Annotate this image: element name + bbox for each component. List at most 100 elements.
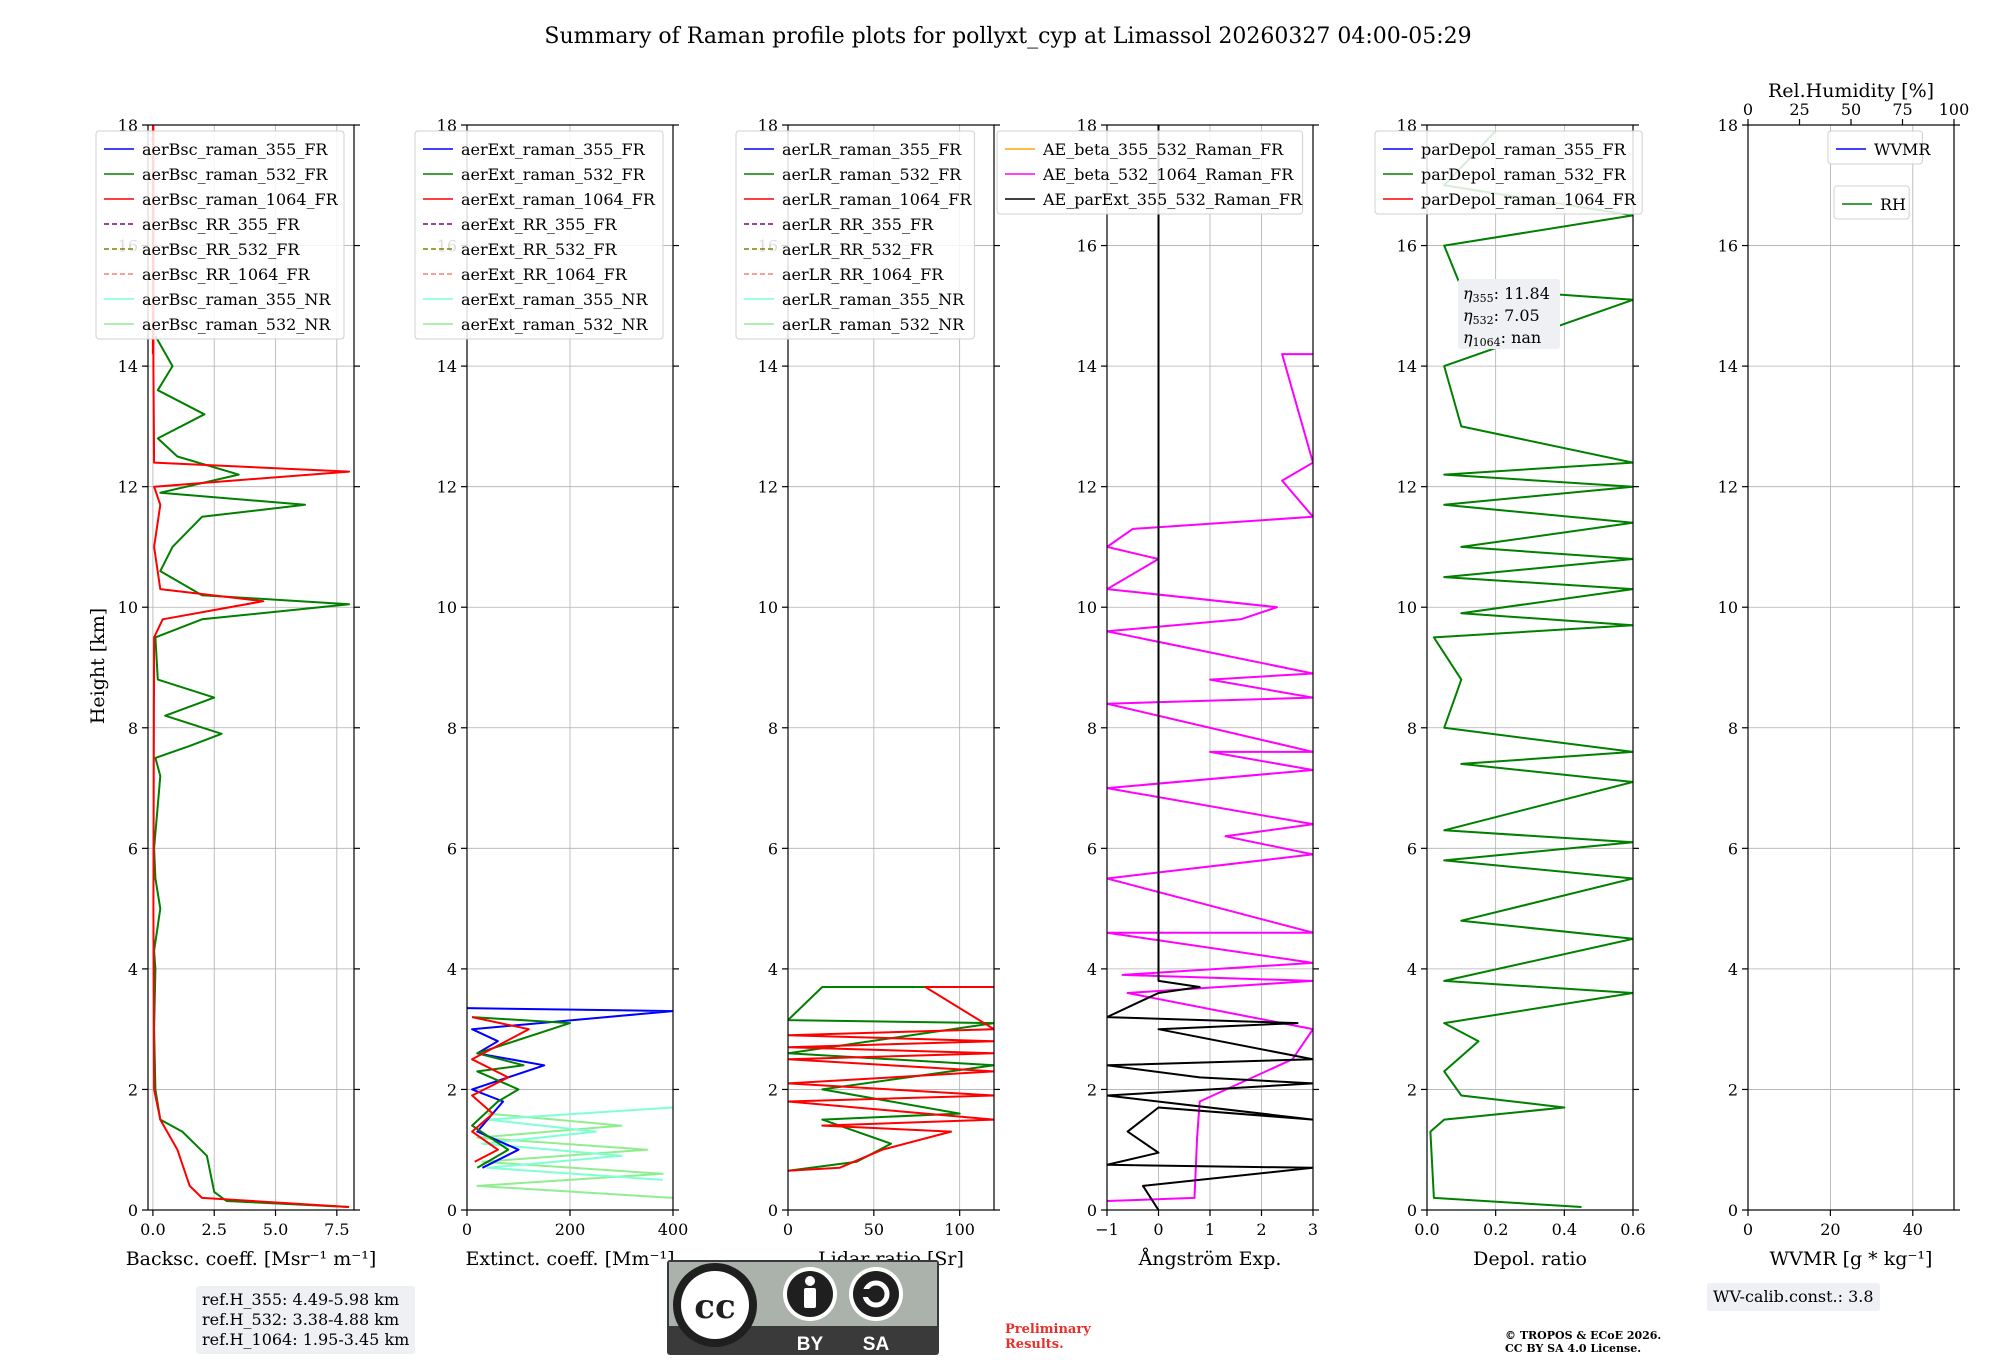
eta-box [1458, 279, 1560, 349]
x-tick-label: 3 [1308, 1220, 1318, 1239]
eta-355: η355: 11.84 [1463, 284, 1550, 305]
series-group [1429, 130, 1633, 1208]
legend-frame [1827, 130, 1923, 165]
x2-tick-label: 100 [1939, 100, 1970, 119]
figure-title: Summary of Raman profile plots for polly… [544, 24, 1471, 49]
y-tick-label: 6 [1728, 839, 1738, 858]
legend: aerBsc_raman_355_FR aerBsc_raman_532_FRae… [95, 130, 345, 340]
copyright-line-2: CC BY SA 4.0 License. [1505, 1342, 1642, 1355]
y-tick-label: 4 [128, 960, 138, 979]
x-tick-label: 0 [1153, 1220, 1163, 1239]
sa-arrow-icon [853, 1271, 899, 1317]
cc-license-badge: cc BY SA [667, 1260, 939, 1355]
x2-tick-label: 75 [1892, 100, 1912, 119]
x-tick-label: 0.0 [140, 1220, 165, 1239]
y-tick-label: 12 [118, 478, 138, 497]
panel-2: 0246810121416180200400Extinct. coeff. [M… [414, 116, 689, 1270]
x-tick-label: 1 [1205, 1220, 1215, 1239]
legend-entry: aerExt_RR_532_FR [461, 240, 618, 259]
y-tick-label: 18 [437, 116, 457, 135]
x-tick-label: 0.4 [1552, 1220, 1577, 1239]
legend-entry: AE_beta_532_1064_Raman_FR [1042, 165, 1294, 184]
legend: WVMR [1827, 130, 1931, 165]
y-tick-label: 10 [437, 598, 457, 617]
y-tick-label: 0 [447, 1201, 457, 1220]
legend-entry: aerExt_raman_355_FR [461, 140, 646, 159]
x-axis-label: WVMR [g * kg⁻¹] [1770, 1248, 1933, 1270]
y-tick-label: 16 [1077, 237, 1097, 256]
legend-entry: AE_parExt_355_532_Raman_FR [1042, 190, 1303, 209]
x-tick-label: 5.0 [263, 1220, 288, 1239]
legend-frame [1374, 130, 1643, 215]
y-axis-label: Height [km] [87, 608, 109, 724]
y-tick-label: 2 [128, 1080, 138, 1099]
x2-tick-label: 50 [1841, 100, 1861, 119]
y-tick-label: 8 [1407, 719, 1417, 738]
y-tick-label: 6 [128, 839, 138, 858]
x-tick-label: 20 [1820, 1220, 1840, 1239]
y-tick-label: 18 [118, 116, 138, 135]
y-tick-label: 14 [1718, 357, 1738, 376]
wv-calib-text: WV-calib.const.: 3.8 [1713, 1287, 1874, 1306]
y-tick-label: 6 [768, 839, 778, 858]
axes-frame [1426, 124, 1634, 1211]
y-tick-label: 14 [758, 357, 778, 376]
y-tick-label: 2 [1407, 1080, 1417, 1099]
y-tick-label: 18 [1077, 116, 1097, 135]
y-tick-label: 4 [447, 960, 457, 979]
legend-frame [1833, 185, 1910, 220]
legend-entry: aerBsc_raman_355_NR [142, 290, 331, 309]
preliminary-line-2: Results. [1005, 1337, 1064, 1352]
legend-entry: aerLR_RR_1064_FR [782, 265, 944, 284]
legend-entry: aerExt_RR_355_FR [461, 215, 618, 234]
preliminary-line-1: Preliminary [1005, 1322, 1091, 1337]
y-tick-label: 4 [768, 960, 778, 979]
y-tick-label: 12 [758, 478, 778, 497]
y-tick-label: 8 [1728, 719, 1738, 738]
legend-entry: aerExt_raman_532_NR [461, 315, 649, 334]
y-tick-label: 14 [437, 357, 457, 376]
x-tick-label: 40 [1903, 1220, 1923, 1239]
y-tick-label: 10 [1077, 598, 1097, 617]
y-tick-label: 8 [768, 719, 778, 738]
x-tick-label: 0 [462, 1220, 472, 1239]
y-tick-label: 18 [1718, 116, 1738, 135]
y-tick-label: 10 [1718, 598, 1738, 617]
legend-entry: aerBsc_raman_532_NR [142, 315, 331, 334]
y-tick-label: 12 [437, 478, 457, 497]
eta-1064: η1064: nan [1463, 328, 1541, 349]
legend-entry: aerBsc_RR_1064_FR [142, 265, 311, 284]
legend-entry: RH [1880, 195, 1906, 214]
legend-entry: aerLR_raman_532_NR [782, 315, 965, 334]
legend: RH [1833, 185, 1910, 220]
series-line-aerLR_raman_532_FR [788, 986, 994, 1172]
y-tick-label: 10 [1397, 598, 1417, 617]
y-tick-label: 2 [1087, 1080, 1097, 1099]
legend-entry: aerBsc_raman_532_FR [142, 165, 328, 184]
legend-entry: aerBsc_RR_355_FR [142, 215, 300, 234]
x-tick-label: 2 [1256, 1220, 1266, 1239]
x-tick-label: 0.2 [1483, 1220, 1508, 1239]
legend: AE_beta_355_532_Raman_FR AE_beta_532_1064… [996, 130, 1304, 215]
legend: aerExt_raman_355_FR aerExt_raman_532_FRae… [414, 130, 664, 340]
legend-entry: aerLR_raman_1064_FR [782, 190, 972, 209]
x-tick-label: 7.5 [324, 1220, 349, 1239]
x2-tick-label: 0 [1743, 100, 1753, 119]
x-tick-label: 2.5 [201, 1220, 226, 1239]
legend: aerLR_raman_355_FR aerLR_raman_532_FR aerL… [735, 130, 975, 340]
y-tick-label: 4 [1087, 960, 1097, 979]
legend-frame [414, 130, 664, 340]
legend-entry: parDepol_raman_532_FR [1421, 165, 1627, 184]
x-tick-label: 0.0 [1414, 1220, 1439, 1239]
y-tick-label: 6 [1407, 839, 1417, 858]
x-tick-label: 400 [658, 1220, 689, 1239]
refh-355-text: ref.H_355: 4.49-5.98 km [202, 1290, 400, 1309]
y-tick-label: 10 [758, 598, 778, 617]
y-tick-label: 18 [1397, 116, 1417, 135]
legend-entry: aerLR_raman_355_NR [782, 290, 965, 309]
x-axis-label: Backsc. coeff. [Msr⁻¹ m⁻¹] [126, 1248, 377, 1270]
y-tick-label: 4 [1728, 960, 1738, 979]
